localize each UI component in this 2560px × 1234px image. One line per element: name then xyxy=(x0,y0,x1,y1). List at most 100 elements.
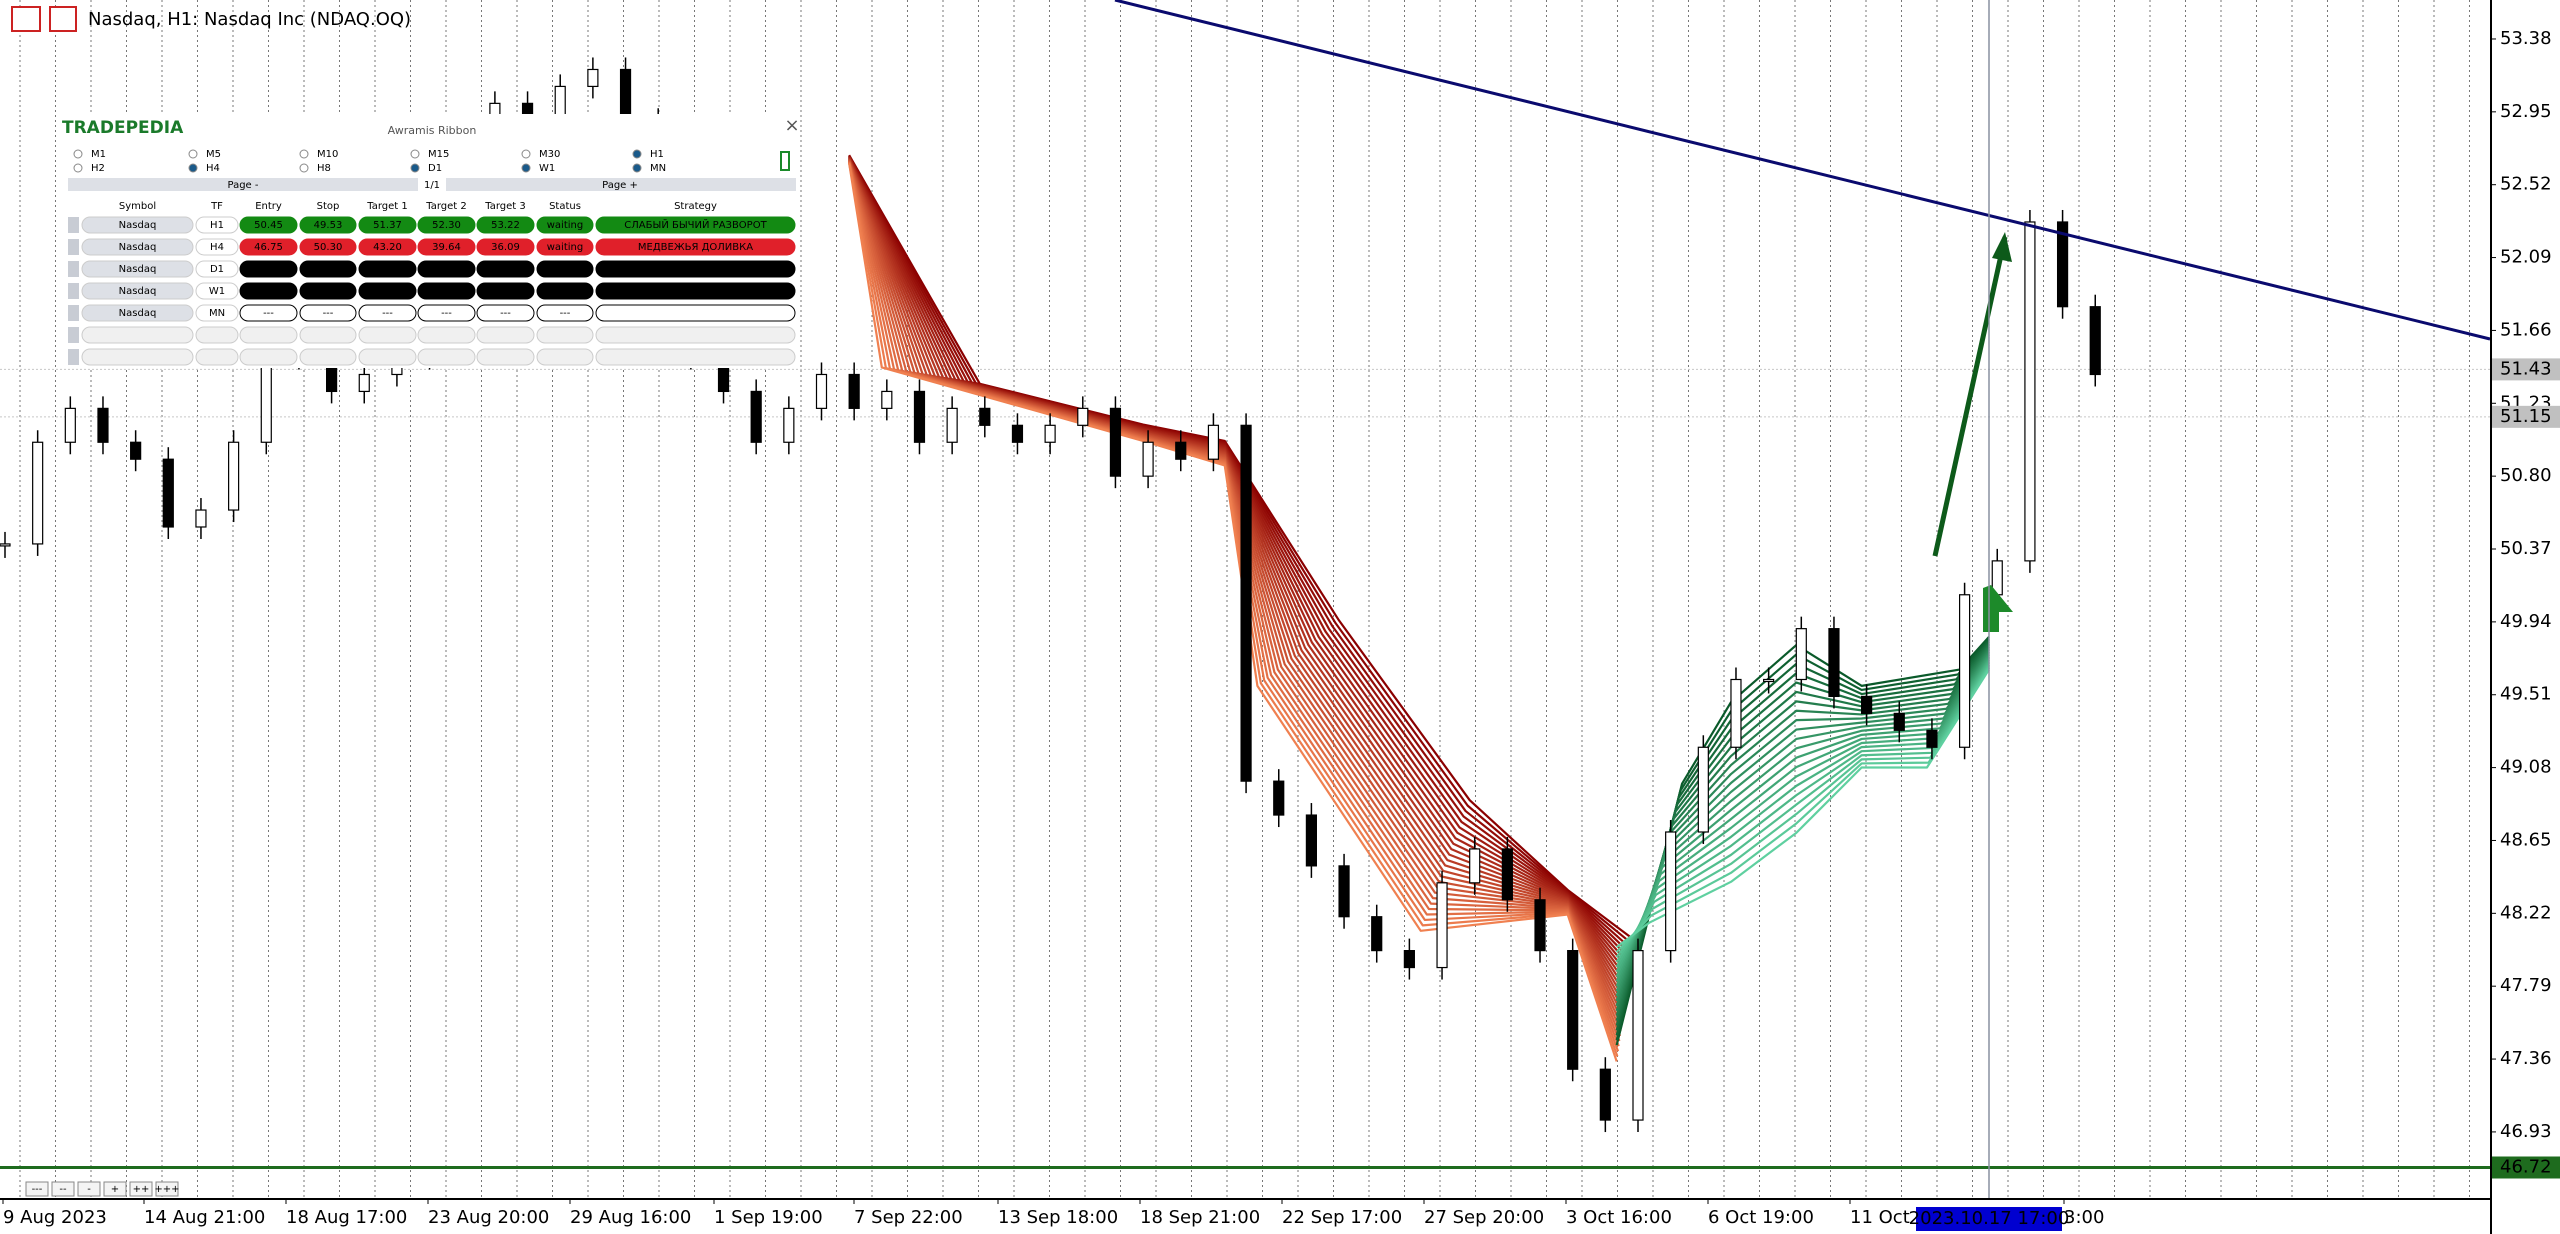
candle xyxy=(1273,780,1285,816)
cell-bg xyxy=(358,238,417,256)
cell-bg xyxy=(358,216,417,234)
zoom-button[interactable]: - xyxy=(87,1184,91,1195)
candle xyxy=(1371,916,1383,952)
y-tick-label: 50.80 xyxy=(2500,465,2552,486)
cell-bg xyxy=(81,282,194,300)
page-next[interactable]: Page + xyxy=(602,180,638,191)
trend-line xyxy=(1114,0,2491,341)
cell-text: Nasdaq xyxy=(119,220,157,231)
radio[interactable] xyxy=(188,163,198,173)
radio-label[interactable]: M1 xyxy=(91,149,106,160)
cell-bg xyxy=(239,326,298,344)
radio-label[interactable]: M10 xyxy=(317,149,338,160)
cell-text: --- xyxy=(500,286,511,297)
radio-label[interactable]: M30 xyxy=(539,149,560,160)
radio[interactable] xyxy=(299,149,309,159)
x-tick-label: 14 Aug 21:00 xyxy=(144,1207,265,1228)
cell-bg xyxy=(358,326,417,344)
zoom-button[interactable]: --- xyxy=(32,1184,43,1195)
row-handle xyxy=(68,261,79,277)
price-marker: 51.15 xyxy=(2500,406,2552,427)
radio[interactable] xyxy=(73,149,83,159)
radio-label[interactable]: M5 xyxy=(206,149,221,160)
radio[interactable] xyxy=(521,149,531,159)
ribbon-line xyxy=(1615,655,1990,987)
y-tick-label: 53.38 xyxy=(2500,28,2552,49)
close-button[interactable]: × xyxy=(784,115,799,136)
zoom-button-bg[interactable] xyxy=(155,1181,179,1197)
radio-label[interactable]: MN xyxy=(650,163,666,174)
page-prev-bg[interactable] xyxy=(68,178,418,191)
radio[interactable] xyxy=(632,163,642,173)
radio-label[interactable]: H4 xyxy=(206,163,220,174)
radio[interactable] xyxy=(410,163,420,173)
cell-bg xyxy=(595,216,796,234)
radio-label[interactable]: M15 xyxy=(428,149,449,160)
status-icon xyxy=(780,151,790,171)
x-tick-label: 11 Oct 2 xyxy=(1850,1207,1927,1228)
candle xyxy=(228,441,240,511)
zoom-button[interactable]: ++ xyxy=(133,1184,150,1195)
cell-text: --- xyxy=(263,308,274,319)
cell-bg xyxy=(536,260,594,278)
candle xyxy=(1109,407,1122,477)
ribbon-line xyxy=(1615,654,1990,992)
radio-label[interactable]: D1 xyxy=(428,163,442,174)
zoom-button-bg[interactable] xyxy=(51,1181,75,1197)
zoom-button-bg[interactable] xyxy=(25,1181,49,1197)
zoom-button[interactable]: -- xyxy=(59,1184,67,1195)
page-prev[interactable]: Page - xyxy=(228,180,259,191)
radio[interactable] xyxy=(410,149,420,159)
candle xyxy=(260,356,272,443)
radio-label[interactable]: W1 xyxy=(539,163,555,174)
y-tick-label: 49.08 xyxy=(2500,757,2552,778)
y-tick-label: 48.22 xyxy=(2500,902,2552,923)
cell-bg xyxy=(536,304,594,322)
candle xyxy=(1403,950,1415,969)
page-info: 1/1 xyxy=(424,180,440,191)
cell-text: waiting xyxy=(547,242,583,253)
cell-bg xyxy=(81,326,194,344)
radio-label[interactable]: H8 xyxy=(317,163,331,174)
candle xyxy=(32,441,44,545)
x-tick-label: 3:00 xyxy=(2064,1207,2104,1228)
radio[interactable] xyxy=(632,149,642,159)
ribbon-line xyxy=(1615,665,1990,958)
cell-bg xyxy=(81,216,194,234)
candle xyxy=(162,458,174,528)
candle xyxy=(2089,306,2101,376)
zoom-button-bg[interactable] xyxy=(77,1181,101,1197)
radio[interactable] xyxy=(521,163,531,173)
candle xyxy=(881,390,893,409)
cell-bg xyxy=(299,304,357,322)
cell-bg xyxy=(476,238,535,256)
y-tick-label: 49.51 xyxy=(2500,684,2552,705)
cell-text: W1 xyxy=(209,286,225,297)
zoom-button-bg[interactable] xyxy=(129,1181,153,1197)
page-next-bg[interactable] xyxy=(446,178,796,191)
cell-text: 36.09 xyxy=(491,242,520,253)
radio-label[interactable]: H2 xyxy=(91,163,105,174)
zoom-button[interactable]: +++ xyxy=(154,1184,179,1195)
radio[interactable] xyxy=(188,149,198,159)
cell-text: Nasdaq xyxy=(119,242,157,253)
radio[interactable] xyxy=(299,163,309,173)
cell-bg xyxy=(536,326,594,344)
panel-title: Awramis Ribbon xyxy=(388,124,477,137)
grid xyxy=(0,0,2490,1198)
candle xyxy=(1697,746,1709,833)
cell-bg xyxy=(595,282,796,300)
zoom-button-bg[interactable] xyxy=(103,1181,127,1197)
table-header: Target 3 xyxy=(484,201,525,212)
table-header: Entry xyxy=(255,201,282,212)
cell-bg xyxy=(81,348,194,366)
cell-bg xyxy=(595,260,796,278)
candle xyxy=(1175,441,1187,460)
y-tick-label: 50.37 xyxy=(2500,538,2552,559)
candle xyxy=(1763,678,1775,683)
cell-bg xyxy=(299,260,357,278)
zoom-button[interactable]: + xyxy=(111,1184,119,1195)
radio-label[interactable]: H1 xyxy=(650,149,664,160)
cell-text: МЕДВЕЖЬЯ ДОЛИВКА xyxy=(638,242,753,253)
radio[interactable] xyxy=(73,163,83,173)
